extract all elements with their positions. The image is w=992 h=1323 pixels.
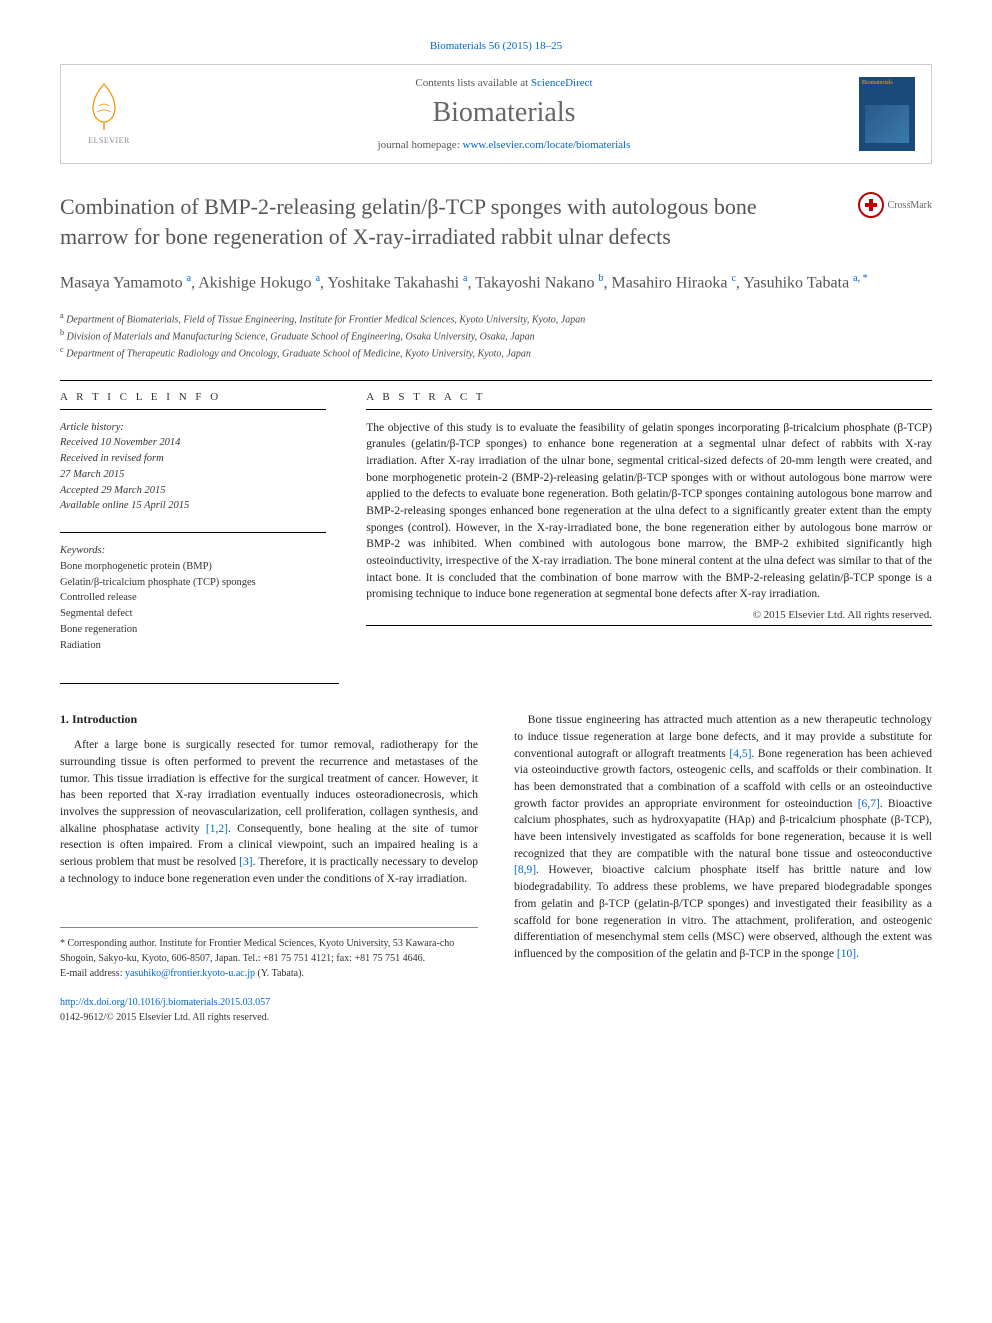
sciencedirect-link[interactable]: ScienceDirect: [531, 77, 593, 89]
intro-paragraph-1: After a large bone is surgically resecte…: [60, 737, 478, 887]
elsevier-text: ELSEVIER: [77, 136, 141, 145]
email-suffix: (Y. Tabata).: [258, 968, 304, 979]
journal-name: Biomaterials: [161, 97, 847, 129]
article-history: Article history: Received 10 November 20…: [60, 420, 326, 515]
elsevier-tree-icon: [77, 78, 131, 132]
abstract-label: A B S T R A C T: [366, 391, 932, 403]
crossmark-icon: [858, 192, 884, 218]
journal-cover-thumb: Biomaterials: [859, 77, 915, 151]
divider-body: [60, 683, 339, 684]
author-list: Masaya Yamamoto a, Akishige Hokugo a, Yo…: [60, 271, 932, 295]
doi-link[interactable]: http://dx.doi.org/10.1016/j.biomaterials…: [60, 997, 270, 1008]
homepage-link[interactable]: www.elsevier.com/locate/biomaterials: [463, 139, 631, 151]
journal-header: ELSEVIER Contents lists available at Sci…: [60, 64, 932, 164]
intro-paragraph-2: Bone tissue engineering has attracted mu…: [514, 712, 932, 962]
divider-info: [60, 409, 326, 410]
divider-abstract: [366, 409, 932, 410]
intro-heading: 1. Introduction: [60, 712, 478, 727]
top-citation: Biomaterials 56 (2015) 18–25: [60, 40, 932, 52]
email-label: E-mail address:: [60, 968, 125, 979]
affiliations: a Department of Biomaterials, Field of T…: [60, 310, 932, 362]
keywords-label: Keywords:: [60, 543, 326, 559]
crossmark-badge[interactable]: CrossMark: [858, 192, 932, 218]
keywords-block: Keywords: Bone morphogenetic protein (BM…: [60, 532, 326, 653]
divider-abstract-bottom: [366, 625, 932, 626]
issn-line: 0142-9612/© 2015 Elsevier Ltd. All right…: [60, 1010, 478, 1025]
abstract-copyright: © 2015 Elsevier Ltd. All rights reserved…: [366, 609, 932, 621]
corresponding-text: * Corresponding author. Institute for Fr…: [60, 936, 478, 966]
abstract-text: The objective of this study is to evalua…: [366, 420, 932, 603]
contents-line: Contents lists available at ScienceDirec…: [161, 77, 847, 89]
corresponding-footer: * Corresponding author. Institute for Fr…: [60, 927, 478, 1025]
divider-top: [60, 380, 932, 381]
elsevier-logo: ELSEVIER: [77, 78, 141, 150]
citation-link[interactable]: Biomaterials 56 (2015) 18–25: [430, 40, 562, 52]
article-info-label: A R T I C L E I N F O: [60, 391, 326, 403]
corresponding-email-link[interactable]: yasuhiko@frontier.kyoto-u.ac.jp: [125, 968, 255, 979]
article-title: Combination of BMP-2-releasing gelatin/β…: [60, 192, 827, 251]
crossmark-label: CrossMark: [888, 200, 932, 211]
homepage-line: journal homepage: www.elsevier.com/locat…: [161, 139, 847, 151]
body-columns: 1. Introduction After a large bone is su…: [60, 712, 932, 1025]
